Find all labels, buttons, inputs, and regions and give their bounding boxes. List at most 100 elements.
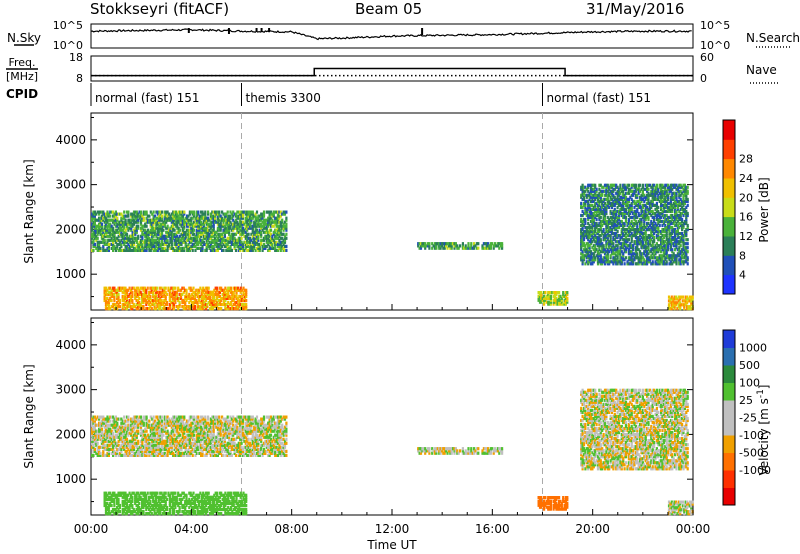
power-echo-cell xyxy=(242,307,245,311)
power-echo-cell xyxy=(137,236,140,240)
power-echo-cell xyxy=(636,246,639,250)
power-echo-cell xyxy=(238,300,241,305)
power-echo-cell xyxy=(248,220,252,224)
power-echo-cell xyxy=(660,187,663,191)
power-echo-cell xyxy=(589,191,593,195)
power-echo-cell xyxy=(274,242,277,246)
power-echo-cell xyxy=(592,244,595,248)
power-echo-cell xyxy=(269,240,273,244)
power-echo-cell xyxy=(146,220,150,224)
power-echo-cell xyxy=(243,296,246,300)
power-echo-cell xyxy=(167,218,171,222)
power-echo-cell xyxy=(555,296,558,300)
power-echo-cell xyxy=(193,242,196,246)
power-echo-cell xyxy=(544,291,547,295)
power-echo-cell xyxy=(282,242,285,246)
power-echo-cell xyxy=(128,246,131,250)
power-echo-cell xyxy=(594,256,597,260)
power-echo-cell xyxy=(660,256,663,260)
power-echo-cell xyxy=(558,291,561,295)
power-echo-cell xyxy=(580,246,583,250)
power-echo-cell xyxy=(602,244,605,248)
power-echo-cell xyxy=(622,189,625,193)
power-echo-cell xyxy=(120,242,123,246)
power-echo-cell xyxy=(616,199,619,203)
power-echo-cell xyxy=(426,242,430,246)
power-echo-cell xyxy=(138,244,141,248)
power-echo-cell xyxy=(209,222,212,226)
power-echo-cell xyxy=(647,199,650,203)
power-echo-cell xyxy=(617,197,621,201)
power-echo-cell xyxy=(281,240,284,244)
power-echo-cell xyxy=(540,296,543,300)
noise-ytick-right: 10^5 xyxy=(700,19,730,32)
power-echo-cell xyxy=(674,217,677,222)
power-echo-cell xyxy=(113,232,116,236)
power-echo-cell xyxy=(214,238,217,242)
power-echo-cell xyxy=(173,222,176,226)
power-echo-cell xyxy=(112,214,115,218)
power-echo-cell xyxy=(667,307,671,311)
power-echo-cell xyxy=(594,248,597,252)
power-echo-cell xyxy=(275,234,278,238)
power-echo-cell xyxy=(610,215,614,220)
power-echo-cell xyxy=(118,286,121,290)
power-echo-cell xyxy=(162,224,165,228)
power-echo-cell xyxy=(671,213,674,218)
power-echo-cell xyxy=(202,222,205,226)
power-echo-cell xyxy=(670,305,673,309)
power-echo-cell xyxy=(646,262,649,266)
power-echo-cell xyxy=(141,238,144,242)
power-echo-cell xyxy=(627,189,630,193)
power-echo-cell xyxy=(641,262,644,266)
power-echo-cell xyxy=(188,232,191,236)
power-echo-cell xyxy=(160,228,164,232)
power-echo-cell xyxy=(619,256,622,260)
power-echo-cell xyxy=(244,216,247,220)
power-echo-cell xyxy=(609,226,612,230)
power-echo-cell xyxy=(650,193,653,197)
power-echo-cell xyxy=(190,210,193,214)
power-echo-cell xyxy=(683,191,686,195)
power-echo-cell xyxy=(658,236,661,240)
power-echo-cell xyxy=(658,183,661,187)
power-echo-cell xyxy=(248,218,252,222)
power-echo-cell xyxy=(633,211,636,216)
power-echo-cell xyxy=(687,307,690,311)
power-echo-cell xyxy=(241,214,245,218)
power-echo-cell xyxy=(589,213,593,218)
power-echo-cell xyxy=(605,185,608,189)
power-echo-cell xyxy=(669,307,672,311)
power-echo-cell xyxy=(647,236,650,240)
power-echo-cell xyxy=(203,296,206,300)
power-echo-cell xyxy=(647,217,650,222)
power-echo-cell xyxy=(211,300,214,305)
power-echo-cell xyxy=(120,218,123,222)
power-echo-cell xyxy=(197,242,200,246)
power-echo-cell xyxy=(228,296,231,300)
power-echo-cell xyxy=(608,260,611,264)
power-echo-cell xyxy=(664,213,667,218)
power-echo-cell xyxy=(155,232,158,236)
power-echo-cell xyxy=(632,221,635,226)
power-echo-cell xyxy=(240,212,243,216)
power-echo-cell xyxy=(148,214,151,218)
power-echo-cell xyxy=(665,195,668,199)
power-echo-cell xyxy=(610,193,614,197)
power-echo-cell xyxy=(654,252,657,256)
power-echo-cell xyxy=(128,294,131,298)
power-echo-cell xyxy=(686,223,689,228)
power-echo-cell xyxy=(641,189,644,193)
power-echo-cell xyxy=(275,220,278,224)
power-echo-cell xyxy=(594,201,597,205)
power-echo-cell xyxy=(620,250,623,254)
power-echo-cell xyxy=(654,191,657,195)
power-echo-cell xyxy=(664,252,667,256)
velocity-echo-cell xyxy=(91,453,94,457)
power-echo-cell xyxy=(138,210,141,214)
power-echo-cell xyxy=(232,292,235,296)
velocity-echo-cell xyxy=(98,453,101,457)
power-echo-cell xyxy=(264,244,267,248)
power-echo-cell xyxy=(149,224,152,228)
power-echo-cell xyxy=(651,183,654,187)
